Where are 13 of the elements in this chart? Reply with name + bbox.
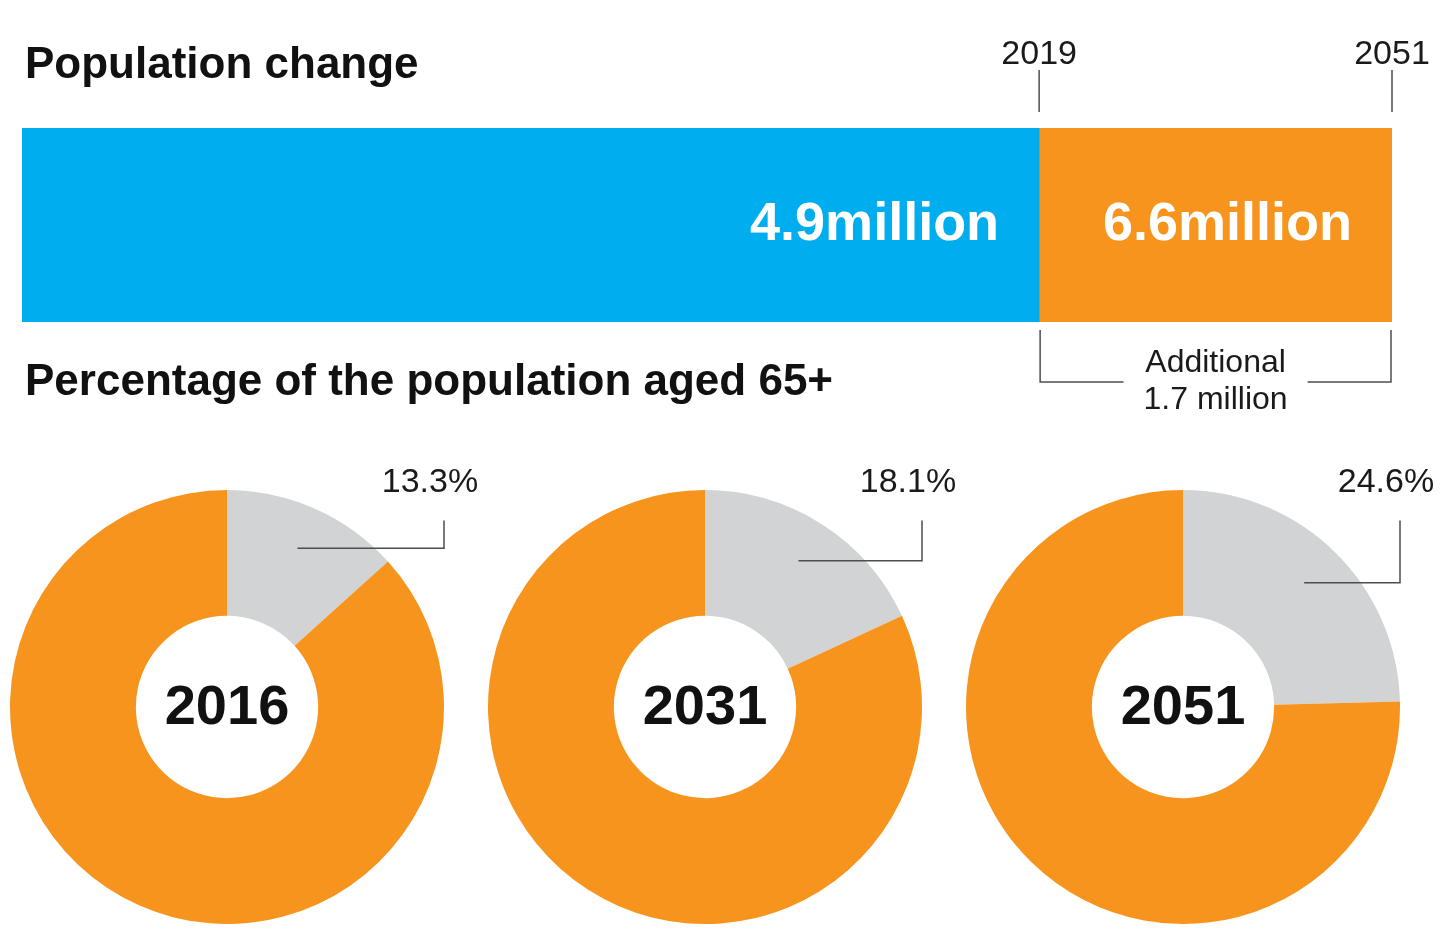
data-label: 24.6% xyxy=(1337,461,1435,499)
annotation: 2051 xyxy=(1354,33,1430,71)
chart-title: Population change xyxy=(25,38,419,87)
text: Additional 1.7 million xyxy=(1143,343,1288,417)
slice-label: 2051 xyxy=(1120,673,1246,737)
annotation: 2019 xyxy=(1001,33,1077,71)
data-label: 18.1% xyxy=(859,461,957,499)
slice-label: 2031 xyxy=(642,673,768,737)
slice-label: 2016 xyxy=(164,673,290,737)
data-label: 4.9million xyxy=(750,190,1000,251)
chart-title: Percentage of the population aged 65+ xyxy=(25,355,834,404)
data-label: 13.3% xyxy=(381,461,479,499)
total-label: 6.6million xyxy=(1102,190,1352,251)
